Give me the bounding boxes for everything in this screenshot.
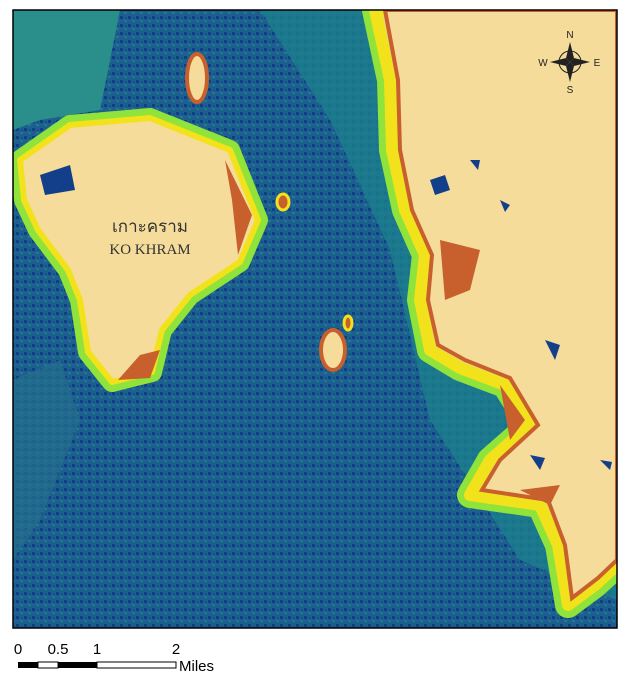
mainland [362, 10, 617, 618]
scale-label: 0.5 [48, 641, 69, 658]
island-label-thai: เกาะคราม [112, 217, 188, 236]
scale-bar: 0 0.5 1 2 Miles [14, 641, 214, 675]
islet [319, 328, 347, 372]
compass-north: N [566, 30, 573, 41]
scale-label: 2 [172, 641, 180, 658]
shallow-sea [13, 360, 80, 560]
island-label: KO KHRAM [109, 242, 190, 258]
compass-rose: N S E W [538, 30, 600, 96]
map-frame [12, 9, 618, 629]
islet [185, 52, 209, 104]
scale-unit: Miles [179, 658, 214, 675]
scale-label: 1 [93, 641, 101, 658]
scale-label: 0 [14, 641, 22, 658]
ko-khram-island [13, 108, 268, 392]
islet [342, 314, 354, 332]
compass-south: S [567, 85, 574, 96]
compass-east: E [594, 58, 601, 69]
map-body: เกาะคราม KO KHRAM N S E W [13, 10, 617, 628]
shallow-sea [13, 10, 120, 130]
islet [275, 192, 291, 212]
compass-west: W [538, 58, 548, 69]
